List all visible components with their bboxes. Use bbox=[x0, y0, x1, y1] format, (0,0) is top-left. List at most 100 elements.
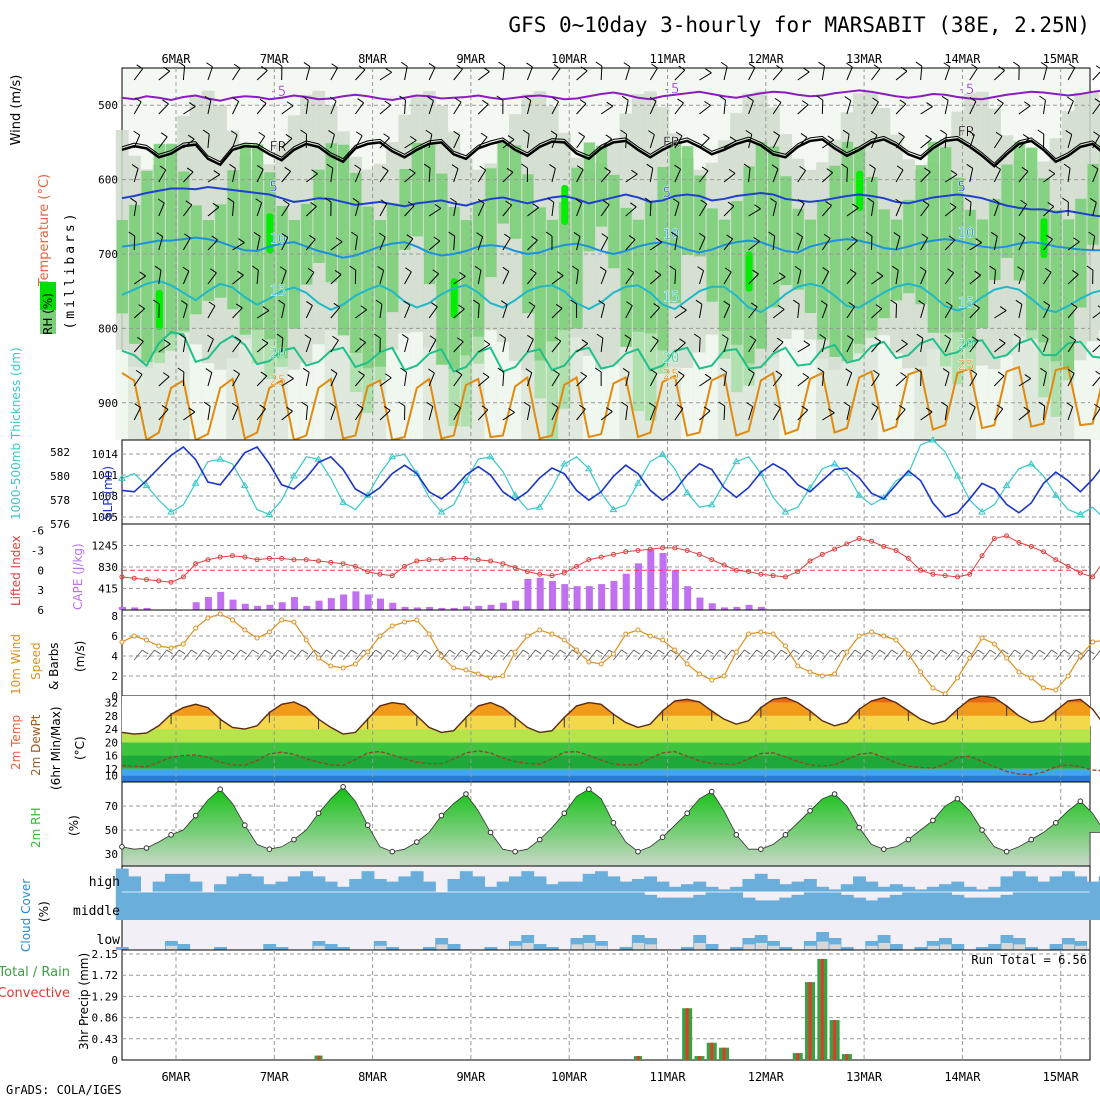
wind10-barb bbox=[527, 649, 536, 661]
cloud-unit: (%) bbox=[37, 901, 51, 922]
wind-barb bbox=[305, 173, 318, 183]
wind-barb bbox=[871, 101, 879, 115]
wind10-barb bbox=[563, 649, 573, 661]
wind-barb bbox=[404, 172, 416, 183]
wind-barb bbox=[625, 100, 629, 115]
wind-barb bbox=[871, 275, 884, 285]
cloud-high-bar bbox=[853, 876, 866, 892]
wind-barb-flag bbox=[996, 404, 1004, 410]
wind-barb-flag bbox=[426, 402, 434, 407]
cloud-low-gap bbox=[940, 944, 952, 950]
wind-barb-flag bbox=[498, 61, 505, 67]
wind-barb-flag bbox=[1063, 163, 1071, 169]
wind-barb-flag bbox=[1091, 164, 1099, 170]
wind10-barb bbox=[207, 649, 217, 661]
wind-barb bbox=[748, 339, 757, 353]
li-marker bbox=[610, 551, 616, 557]
wind10-barb-flag bbox=[596, 649, 604, 655]
thickness-marker bbox=[830, 460, 839, 467]
li-marker bbox=[205, 557, 211, 563]
wind-barb-flag bbox=[655, 237, 663, 243]
li-marker bbox=[537, 571, 543, 577]
wind-barb bbox=[428, 406, 434, 421]
wind-barb bbox=[453, 68, 463, 81]
thickness-axis-label: 1000-500mb Thickness (dm) bbox=[9, 347, 23, 520]
wind-barb bbox=[969, 373, 978, 387]
li-marker bbox=[561, 570, 567, 576]
wind-barb-flag bbox=[898, 132, 905, 138]
wind-barb-flag bbox=[623, 62, 631, 68]
wind-barb bbox=[920, 304, 925, 319]
wind-speed-marker bbox=[488, 675, 494, 681]
wind-speed-marker bbox=[868, 629, 874, 635]
cloud-middle-bar bbox=[508, 892, 522, 920]
li-marker bbox=[279, 555, 285, 561]
wind10-barb-flag bbox=[989, 649, 997, 655]
cloud-low-gap bbox=[522, 943, 534, 950]
cape-bar bbox=[204, 597, 212, 610]
thickness-marker bbox=[781, 508, 790, 515]
wind-barb-flag bbox=[865, 231, 873, 237]
wind-barb bbox=[649, 373, 658, 387]
wind-barb-flag bbox=[483, 339, 491, 345]
wind-barb bbox=[944, 206, 957, 217]
wind10-barb bbox=[809, 649, 819, 661]
cloud-high-bar bbox=[877, 886, 891, 892]
wind-barb bbox=[1018, 203, 1027, 217]
rh-band-high bbox=[276, 205, 288, 367]
wind-barb-flag bbox=[310, 202, 317, 207]
rh-band-low bbox=[889, 353, 903, 440]
precip-tick-label: 0 bbox=[111, 1054, 118, 1067]
wind-barb bbox=[723, 405, 726, 421]
wind-barb bbox=[551, 101, 560, 115]
wind-barb-flag bbox=[385, 67, 392, 73]
cloud-plot bbox=[115, 868, 1100, 950]
wind-speed-marker bbox=[365, 649, 371, 655]
li-marker bbox=[254, 557, 260, 563]
wind-barb-flag bbox=[262, 306, 270, 311]
wind-speed-marker bbox=[930, 685, 936, 691]
wind-barb bbox=[797, 71, 810, 81]
wind-barb bbox=[600, 65, 603, 81]
wind-barb-flag bbox=[529, 268, 537, 274]
wind-barb-flag bbox=[799, 165, 806, 171]
cloud-low-bar bbox=[115, 947, 129, 950]
wind-barb-flag bbox=[476, 232, 483, 238]
wind-barb-flag bbox=[621, 401, 628, 407]
precip-tick-label: 0.43 bbox=[92, 1033, 119, 1046]
rh-band-high bbox=[153, 143, 165, 363]
wind-barb-flag bbox=[373, 333, 381, 339]
wind-tick-label: 6 bbox=[111, 630, 118, 643]
wind-barb-flag bbox=[1048, 169, 1056, 175]
wind-barb bbox=[797, 104, 809, 115]
date-label-top: 11MAR bbox=[649, 52, 686, 66]
wind-barb-flag bbox=[849, 269, 857, 274]
cloud-high-bar bbox=[681, 884, 694, 892]
rh2m-marker bbox=[905, 836, 912, 843]
wind-barb bbox=[428, 167, 431, 183]
rh-band-high bbox=[227, 170, 239, 310]
pressure-tick-label: 700 bbox=[98, 248, 118, 261]
cloud-low-bar bbox=[508, 941, 522, 950]
rh-band-saturated bbox=[745, 251, 753, 292]
wind-barb-flag bbox=[332, 335, 339, 341]
cloud-middle-bar bbox=[988, 897, 1002, 920]
cloud-high-bar bbox=[693, 881, 707, 892]
wind-barb-flag bbox=[182, 266, 190, 272]
wind-speed-marker bbox=[230, 617, 236, 623]
wind-barb bbox=[846, 240, 858, 251]
wind-barb-flag bbox=[770, 197, 777, 203]
wind-barb bbox=[920, 237, 929, 251]
cloud-high-bar bbox=[582, 873, 596, 892]
wind-barb bbox=[551, 202, 555, 217]
wind-barb bbox=[305, 66, 311, 81]
li-marker bbox=[291, 557, 297, 563]
wind-barb-flag bbox=[950, 170, 958, 175]
cloud-low-gap bbox=[632, 943, 645, 950]
rh2m-marker bbox=[659, 834, 666, 841]
wind10-barb bbox=[871, 649, 880, 661]
cloud-middle-bar bbox=[877, 897, 891, 920]
wind-barb-flag bbox=[210, 268, 217, 274]
precip-conv-bar bbox=[833, 1020, 837, 1060]
